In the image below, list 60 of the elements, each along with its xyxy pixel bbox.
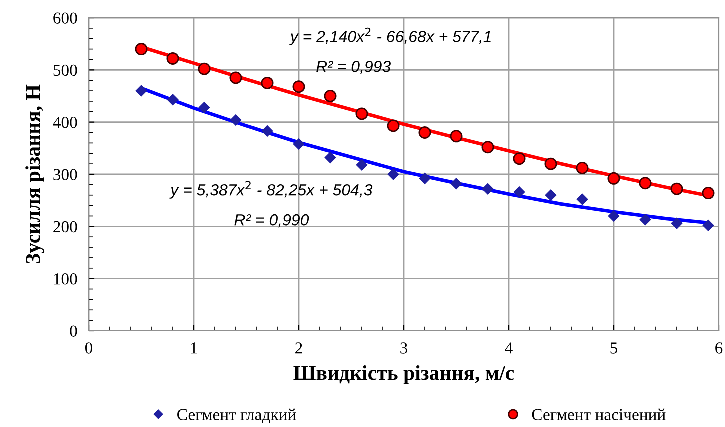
point xyxy=(387,120,400,132)
point xyxy=(639,177,652,190)
point xyxy=(292,80,306,94)
point xyxy=(324,152,336,164)
point xyxy=(166,52,180,65)
y-tick-label: 500 xyxy=(54,64,78,76)
point xyxy=(702,187,715,200)
annotation: y = 2,140x$^{2}$ - 66,68x + 577,1 xyxy=(289,28,491,46)
annotation: R² = 0,993 xyxy=(316,61,391,74)
point xyxy=(544,158,558,170)
x-tick-label: 6 xyxy=(716,342,723,354)
x-tick-label: 4 xyxy=(505,342,513,354)
point xyxy=(356,108,368,120)
y-tick-label: 600 xyxy=(54,12,78,24)
point xyxy=(230,72,242,84)
y-tick-label: 100 xyxy=(54,274,78,285)
point xyxy=(356,160,368,171)
point xyxy=(514,186,526,198)
y-tick-label: 200 xyxy=(54,221,78,233)
point xyxy=(136,85,148,97)
point xyxy=(671,218,683,230)
point xyxy=(640,214,652,226)
y-axis-title: Зусилля різання, Н xyxy=(26,84,45,264)
point xyxy=(262,126,274,137)
point xyxy=(324,90,337,102)
x-tick-label: 2 xyxy=(296,342,302,354)
y-tick-label: 0 xyxy=(70,326,78,337)
x-tick-label: 5 xyxy=(610,342,618,354)
x-tick-label: 0 xyxy=(85,342,93,354)
x-axis-title: Швидкість різання, м/с xyxy=(294,366,514,384)
point xyxy=(576,194,588,206)
y-tick-label: 300 xyxy=(54,169,78,180)
legend-label: Сегмент гладкий xyxy=(178,408,296,424)
y-tick-label: 400 xyxy=(53,117,78,128)
x-tick-label: 1 xyxy=(191,342,198,354)
point xyxy=(198,102,210,114)
point xyxy=(482,141,494,154)
point xyxy=(576,162,589,174)
point xyxy=(513,152,526,166)
point xyxy=(450,178,462,190)
point xyxy=(670,182,684,196)
point xyxy=(702,220,714,232)
point xyxy=(608,172,620,185)
point xyxy=(293,138,305,150)
point xyxy=(388,168,400,180)
legend-label: Сегмент насічений xyxy=(532,408,666,420)
point xyxy=(545,190,557,201)
point xyxy=(418,126,432,140)
point xyxy=(608,210,620,222)
point xyxy=(482,184,494,195)
x-tick-label: 3 xyxy=(400,342,408,354)
annotation: y = 5,387x$^{2}$ - 82,25x + 504,3 xyxy=(170,181,373,199)
point xyxy=(450,130,463,143)
point xyxy=(167,94,179,106)
point xyxy=(135,43,148,56)
point xyxy=(198,62,211,76)
point xyxy=(419,173,431,184)
point xyxy=(261,76,274,90)
point xyxy=(230,114,242,126)
annotation: R² = 0,990 xyxy=(234,214,310,228)
